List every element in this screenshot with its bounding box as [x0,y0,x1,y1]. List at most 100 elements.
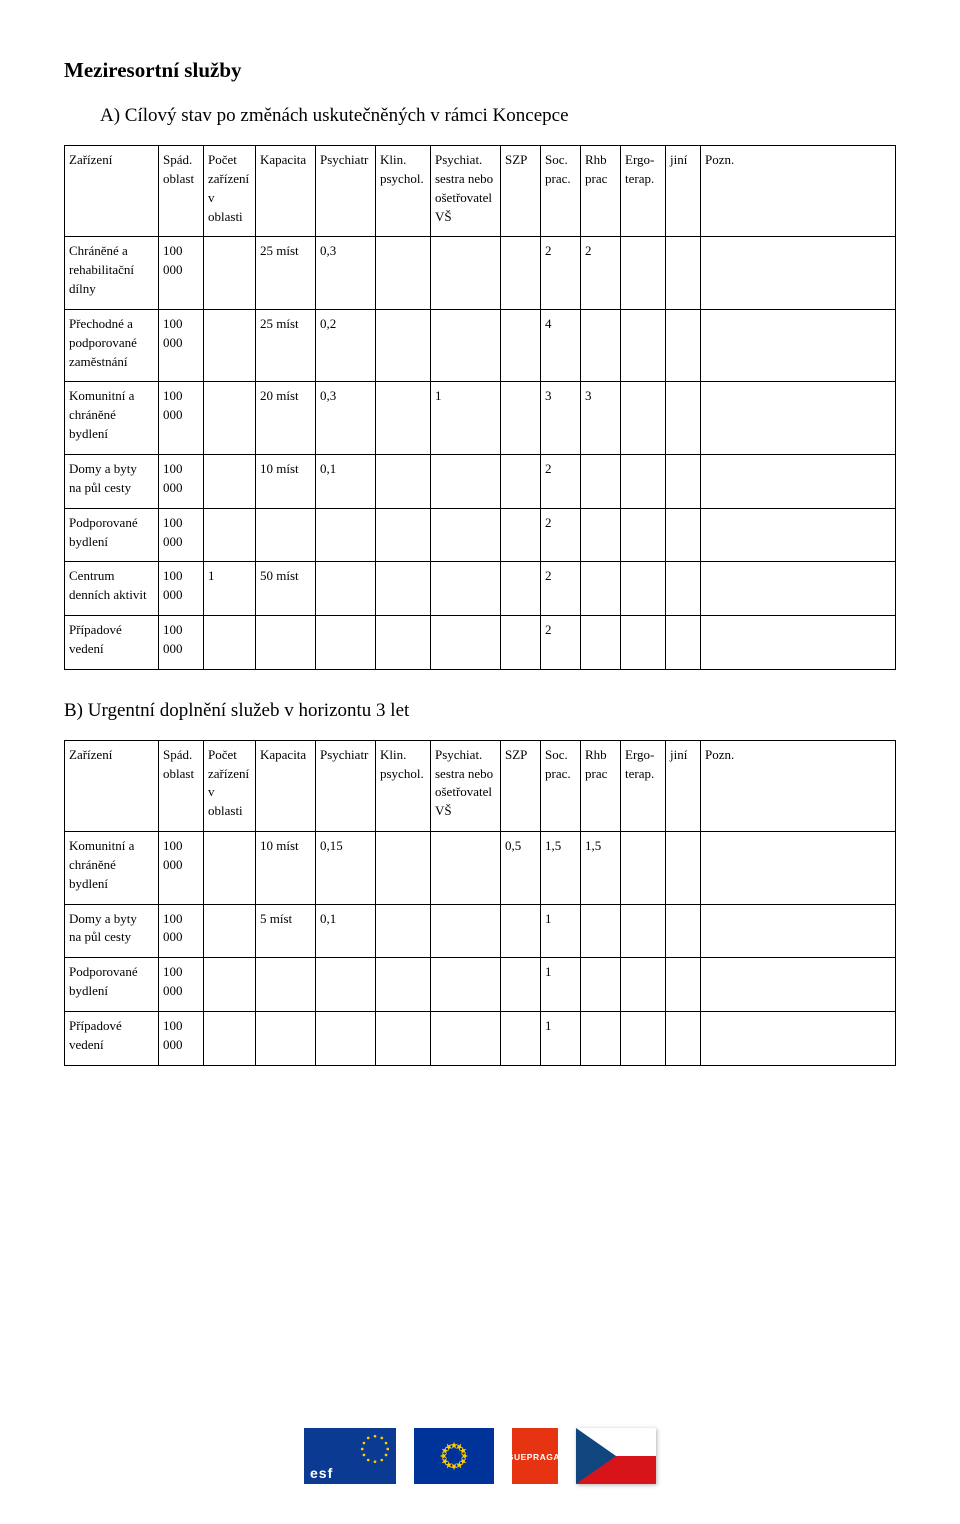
cell: 100000 [159,616,204,670]
cell [501,904,541,958]
cell: 0,1 [316,904,376,958]
cell [666,616,701,670]
col-kapacita: Kapacita [256,740,316,831]
cell: 2 [541,237,581,310]
table-row: Případovévedení 100000 2 [65,616,896,670]
cell [501,508,541,562]
cell: 2 [541,562,581,616]
cell [701,1012,896,1066]
cell: 50 míst [256,562,316,616]
cell [621,309,666,382]
cell: 100000 [159,508,204,562]
cell [376,616,431,670]
cell [501,309,541,382]
row-label: Případovévedení [65,616,159,670]
table-row: Centrumdenních aktivit 100000 1 50 míst … [65,562,896,616]
table-row: Komunitní achráněnébydlení 100000 10 mís… [65,832,896,905]
cell: 2 [581,237,621,310]
row-label: Přechodné apodporovanézaměstnání [65,309,159,382]
cell [431,454,501,508]
cell [376,454,431,508]
cell: 0,2 [316,309,376,382]
cell [581,904,621,958]
cell [581,454,621,508]
table-row: Podporovanébydlení 100000 1 [65,958,896,1012]
cell [666,309,701,382]
cell: 2 [541,454,581,508]
cell [701,904,896,958]
col-sestra: Psychiat.sestra neboošetřovatelVŠ [431,146,501,237]
table-b: Zařízení Spád.oblast Početzařízenív obla… [64,740,896,1066]
cell [621,616,666,670]
cell [621,508,666,562]
table-row: Domy a bytyna půl cesty 100000 5 míst 0,… [65,904,896,958]
col-zarizeni: Zařízení [65,740,159,831]
cell [621,1012,666,1066]
czech-flag-icon [576,1428,656,1484]
cell [621,832,666,905]
cell [581,562,621,616]
table-row: Přechodné apodporovanézaměstnání 100000 … [65,309,896,382]
cell [666,454,701,508]
cell [666,958,701,1012]
section-b-heading: B) Urgentní doplnění služeb v horizontu … [64,700,896,722]
cell: 0,5 [501,832,541,905]
row-label: Komunitní achráněnébydlení [65,832,159,905]
cell: 100000 [159,958,204,1012]
cell [501,562,541,616]
cell [666,382,701,455]
cell [204,1012,256,1066]
cell [666,832,701,905]
cell [501,1012,541,1066]
esf-logo-icon: esf [304,1428,396,1484]
col-rhb: Rhbprac [581,146,621,237]
cell [256,616,316,670]
cell [431,832,501,905]
col-klin: Klin.psychol. [376,740,431,831]
cell: 100000 [159,454,204,508]
cell [316,1012,376,1066]
cell: 1,5 [541,832,581,905]
cell: 0,1 [316,454,376,508]
cell [621,562,666,616]
col-sestra: Psychiat.sestra neboošetřovatelVŠ [431,740,501,831]
cell [701,508,896,562]
col-pozn: Pozn. [701,740,896,831]
row-label: Centrumdenních aktivit [65,562,159,616]
cell [701,309,896,382]
cell [701,616,896,670]
cell [501,616,541,670]
table-header-row: Zařízení Spád.oblast Početzařízenív obla… [65,740,896,831]
footer-logos: esf PRAGUE PRAGA PRAG [0,1428,960,1484]
cell [316,958,376,1012]
cell [204,382,256,455]
col-psychiatr: Psychiatr [316,146,376,237]
cell [204,309,256,382]
cell [376,958,431,1012]
col-kapacita: Kapacita [256,146,316,237]
cell [204,454,256,508]
section-a-heading: A) Cílový stav po změnách uskutečněných … [100,105,896,127]
col-soc: Soc.prac. [541,740,581,831]
cell: 100000 [159,1012,204,1066]
cell [376,237,431,310]
cell: 1 [431,382,501,455]
esf-text: esf [310,1465,333,1481]
cell: 0,3 [316,382,376,455]
row-label: Komunitní achráněnébydlení [65,382,159,455]
table-row: Chráněné arehabilitačnídílny 100000 25 m… [65,237,896,310]
cell: 1 [541,1012,581,1066]
cell [621,237,666,310]
cell: 100000 [159,832,204,905]
cell: 100000 [159,562,204,616]
cell [204,832,256,905]
cell [621,454,666,508]
cell [431,237,501,310]
table-row: Komunitní achráněnébydlení 100000 20 mís… [65,382,896,455]
col-pocet: Početzařízenív oblasti [204,146,256,237]
cell [666,1012,701,1066]
col-rhb: Rhbprac [581,740,621,831]
table-row: Případovévedení 100000 1 [65,1012,896,1066]
cell [501,958,541,1012]
row-label: Domy a bytyna půl cesty [65,904,159,958]
